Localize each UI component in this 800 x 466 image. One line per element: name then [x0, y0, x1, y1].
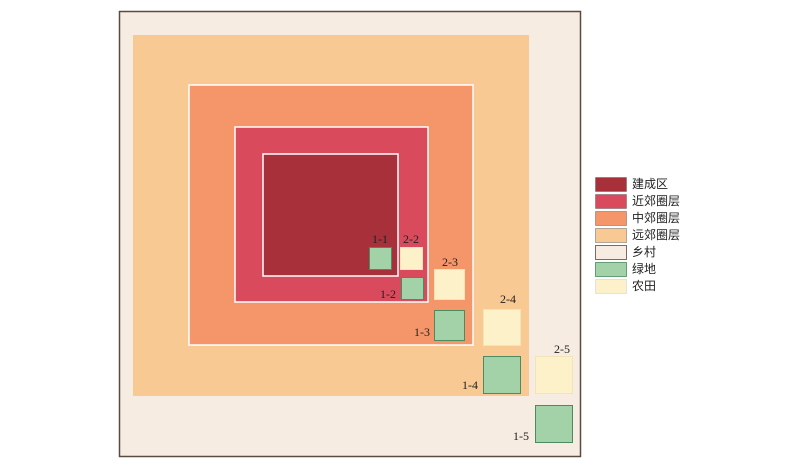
square-label: 1-4: [462, 378, 478, 392]
square-label: 1-1: [372, 232, 388, 246]
legend-swatch: [595, 211, 627, 226]
green-square: [535, 405, 573, 443]
legend-swatch: [595, 228, 627, 243]
square-label: 2-4: [500, 292, 516, 306]
legend-label: 中郊圈层: [632, 210, 680, 225]
legend-swatch: [595, 262, 627, 277]
legend-label: 乡村: [632, 245, 656, 259]
legend-swatch: [595, 279, 627, 294]
square-label: 1-5: [513, 429, 529, 443]
legend-swatch: [595, 194, 627, 209]
square-label: 2-2: [403, 232, 419, 246]
square-label: 1-3: [414, 325, 430, 339]
square-label: 2-3: [442, 255, 458, 269]
legend-label: 农田: [632, 279, 656, 293]
farm-square: [400, 247, 423, 270]
legend: 建成区 近郊圈层 中郊圈层 远郊圈层 乡村 绿地 农田: [595, 177, 680, 294]
legend-label: 建成区: [632, 177, 668, 191]
green-square: [401, 277, 424, 300]
legend-label: 远郊圈层: [632, 228, 680, 242]
green-square: [369, 247, 392, 270]
legend-swatch: [595, 177, 627, 192]
legend-swatch: [595, 245, 627, 260]
square-label: 1-2: [380, 287, 396, 301]
farm-square: [434, 269, 465, 300]
farm-square: [535, 356, 573, 394]
green-square: [434, 310, 465, 341]
green-square: [483, 356, 521, 394]
farm-square: [483, 309, 521, 346]
legend-label: 近郊圈层: [632, 194, 680, 208]
square-label: 2-5: [554, 342, 570, 356]
legend-label: 绿地: [632, 261, 656, 276]
